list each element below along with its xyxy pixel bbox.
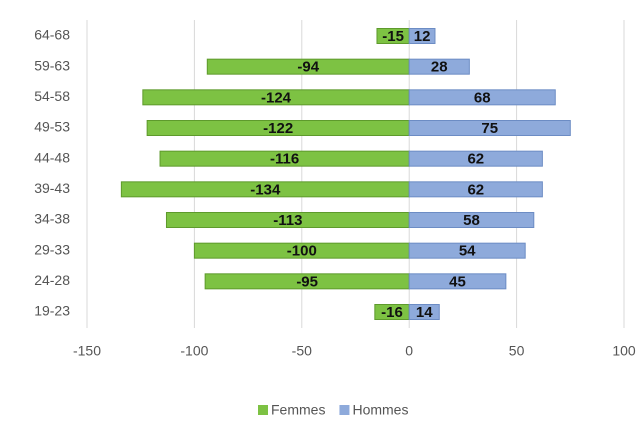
data-label: 62 xyxy=(467,181,484,198)
data-label: -113 xyxy=(273,212,302,229)
x-tick-label: -50 xyxy=(292,343,312,359)
y-tick-label: 34-38 xyxy=(34,211,70,227)
bar xyxy=(408,273,507,290)
y-tick-label: 44-48 xyxy=(34,149,70,165)
bar xyxy=(408,242,526,259)
y-tick-label: 29-33 xyxy=(34,241,70,257)
bar xyxy=(408,28,436,44)
bar xyxy=(408,120,571,136)
legend-swatch xyxy=(339,405,350,415)
y-tick-label: 54-58 xyxy=(34,88,70,104)
data-label: -134 xyxy=(250,181,281,198)
data-label: 54 xyxy=(459,243,476,260)
data-label: -124 xyxy=(261,89,292,106)
data-label: 68 xyxy=(474,89,491,106)
data-label: -116 xyxy=(270,151,299,168)
data-label: -95 xyxy=(296,273,318,290)
data-label: 28 xyxy=(431,59,448,76)
data-label: 62 xyxy=(467,151,484,168)
data-label: 45 xyxy=(449,273,466,290)
x-tick-label: 0 xyxy=(405,343,413,359)
y-tick-label: 59-63 xyxy=(34,57,70,73)
data-label: 75 xyxy=(481,120,498,137)
data-label: -100 xyxy=(287,243,317,260)
bar xyxy=(408,150,543,167)
y-tick-label: 64-68 xyxy=(34,27,70,43)
data-label: 14 xyxy=(416,304,433,321)
bar xyxy=(408,212,535,228)
y-tick-label: 19-23 xyxy=(34,303,70,319)
legend-label: Femmes xyxy=(271,402,325,418)
x-tick-label: -150 xyxy=(73,343,101,359)
data-label: 58 xyxy=(463,212,480,229)
data-label: -122 xyxy=(263,120,293,137)
data-label: -16 xyxy=(381,304,403,321)
data-label: -94 xyxy=(297,59,319,76)
y-tick-label: 39-43 xyxy=(34,180,70,196)
bar xyxy=(408,181,543,198)
bar xyxy=(408,58,470,75)
x-tick-label: 100 xyxy=(612,343,636,359)
x-tick-label: 50 xyxy=(509,343,525,359)
legend-swatch xyxy=(258,405,268,415)
legend-label: Hommes xyxy=(352,402,408,418)
bar xyxy=(408,304,440,320)
x-tick-label: -100 xyxy=(180,343,208,359)
y-tick-label: 49-53 xyxy=(34,119,70,135)
bar xyxy=(408,89,556,106)
data-label: -15 xyxy=(382,28,404,45)
data-label: 12 xyxy=(414,28,431,45)
y-tick-label: 24-28 xyxy=(34,272,70,288)
